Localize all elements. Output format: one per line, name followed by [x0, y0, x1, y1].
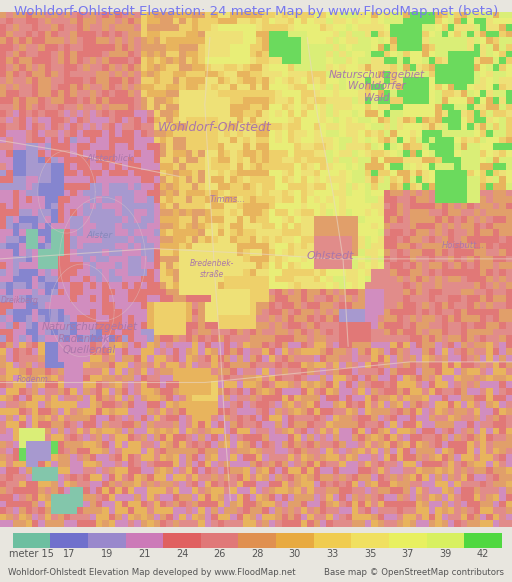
Bar — [464, 533, 502, 548]
Text: Wohldorf-Ohlstedt Elevation: 24 meter Map by www.FloodMap.net (beta): Wohldorf-Ohlstedt Elevation: 24 meter Ma… — [14, 5, 498, 18]
Text: 30: 30 — [289, 549, 301, 559]
Text: Naturschutzgebiet
Wohldorfer
Wald: Naturschutzgebiet Wohldorfer Wald — [328, 70, 424, 103]
Bar — [276, 533, 314, 548]
Text: Ohlstedt: Ohlstedt — [307, 251, 354, 261]
Text: 39: 39 — [439, 549, 452, 559]
Text: Alster: Alster — [87, 231, 113, 240]
Text: Hoisbutt...: Hoisbutt... — [442, 242, 485, 250]
Bar — [426, 533, 464, 548]
Bar — [239, 533, 276, 548]
Text: 35: 35 — [364, 549, 376, 559]
Text: Naturschutzgebiet
Rodenbeker
Quellental: Naturschutzgebiet Rodenbeker Quellental — [41, 322, 138, 355]
Bar — [88, 533, 125, 548]
Text: 42: 42 — [477, 549, 489, 559]
Text: Wohldorf-Ohlstedt Elevation Map developed by www.FloodMap.net: Wohldorf-Ohlstedt Elevation Map develope… — [8, 568, 295, 577]
Text: meter 15: meter 15 — [9, 549, 54, 559]
Text: Alsterblick: Alsterblick — [87, 154, 134, 163]
Bar — [50, 533, 88, 548]
Text: 33: 33 — [326, 549, 338, 559]
Text: 24: 24 — [176, 549, 188, 559]
Text: 21: 21 — [138, 549, 151, 559]
Text: Wohldorf-Ohlstedt: Wohldorf-Ohlstedt — [158, 121, 272, 134]
Text: 17: 17 — [63, 549, 75, 559]
Bar — [314, 533, 351, 548]
Text: Bredenbek-
straße: Bredenbek- straße — [190, 260, 234, 279]
Text: 28: 28 — [251, 549, 264, 559]
Text: Dreikberg: Dreikberg — [1, 296, 38, 304]
Text: 19: 19 — [101, 549, 113, 559]
Bar — [13, 533, 50, 548]
Text: Timms...: Timms... — [210, 195, 246, 204]
Bar — [163, 533, 201, 548]
Bar — [201, 533, 239, 548]
Bar — [351, 533, 389, 548]
Bar — [125, 533, 163, 548]
Text: Rodenm...: Rodenm... — [16, 375, 55, 385]
Text: 37: 37 — [401, 549, 414, 559]
Text: 26: 26 — [214, 549, 226, 559]
Bar — [389, 533, 426, 548]
Text: Base map © OpenStreetMap contributors: Base map © OpenStreetMap contributors — [324, 568, 504, 577]
